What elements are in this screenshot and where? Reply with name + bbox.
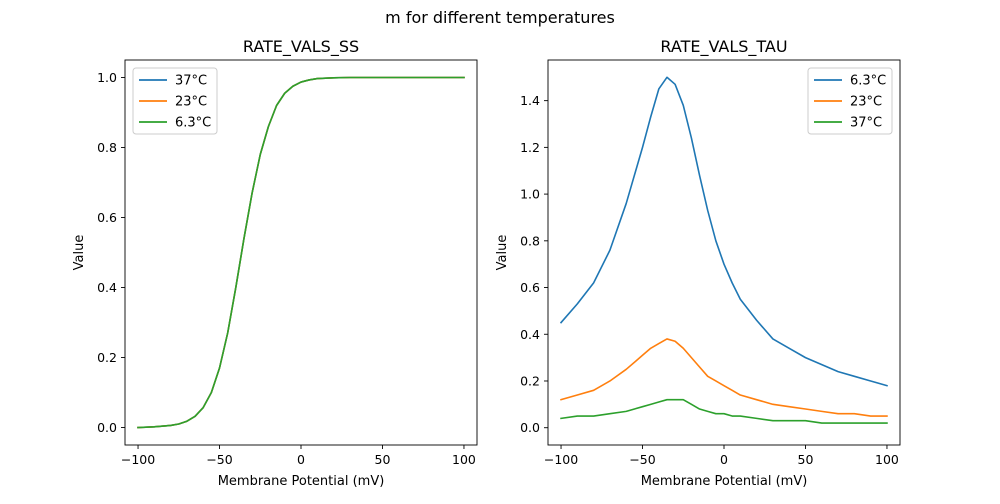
series-line-2 xyxy=(137,76,465,429)
y-tick-label: 0.2 xyxy=(97,350,117,365)
y-tick-label: 0.4 xyxy=(97,280,117,295)
legend-label-1: 23°C xyxy=(850,95,882,110)
y-axis-label: Value xyxy=(495,235,510,271)
x-tick-label: 50 xyxy=(798,452,814,467)
y-tick-label: 0.6 xyxy=(520,280,540,295)
series-line-1 xyxy=(560,338,888,417)
series-line-2 xyxy=(560,398,888,424)
x-tick-label: 50 xyxy=(375,452,391,467)
y-tick-label: 1.0 xyxy=(97,70,117,85)
y-tick-label: 0.8 xyxy=(520,233,540,248)
legend-label-2: 37°C xyxy=(850,116,882,131)
y-tick-label: 0.4 xyxy=(520,327,540,342)
x-axis-label: Membrane Potential (mV) xyxy=(218,474,385,489)
series-line-0 xyxy=(559,76,888,387)
legend: 6.3°C 23°C 37°C xyxy=(807,67,893,135)
x-axis-label: Membrane Potential (mV) xyxy=(641,474,808,489)
y-tick-label: 1.0 xyxy=(520,187,540,202)
panel-rate-vals-tau: RATE_VALS_TAU Membrane Potential (mV) Va… xyxy=(495,37,901,489)
x-tick-label: 0 xyxy=(720,452,728,467)
y-tick-label: 0.0 xyxy=(97,420,117,435)
legend-label-2: 6.3°C xyxy=(175,116,211,131)
x-tick-label: −100 xyxy=(121,452,155,467)
x-tick-label: 100 xyxy=(875,452,899,467)
legend-box xyxy=(132,67,218,135)
x-tick-label: 0 xyxy=(297,452,305,467)
panel-title: RATE_VALS_SS xyxy=(243,37,359,57)
panel-rate-vals-ss: RATE_VALS_SS Membrane Potential (mV) Val… xyxy=(72,37,478,489)
x-tick-label: −100 xyxy=(544,452,578,467)
y-tick-label: 0.8 xyxy=(97,140,117,155)
panel-title: RATE_VALS_TAU xyxy=(660,37,787,57)
x-tick-label: −50 xyxy=(206,452,232,467)
legend-label-0: 6.3°C xyxy=(850,74,886,89)
legend-label-0: 37°C xyxy=(175,74,207,89)
y-tick-label: 0.6 xyxy=(97,210,117,225)
y-tick-label: 0.0 xyxy=(520,420,540,435)
x-tick-label: 100 xyxy=(452,452,476,467)
y-tick-label: 1.4 xyxy=(520,93,540,108)
figure-suptitle: m for different temperatures xyxy=(385,8,615,27)
y-tick-label: 1.2 xyxy=(520,140,540,155)
y-tick-label: 0.2 xyxy=(520,373,540,388)
legend-box xyxy=(807,67,893,135)
legend-label-1: 23°C xyxy=(175,95,207,110)
x-tick-label: −50 xyxy=(629,452,655,467)
y-axis-label: Value xyxy=(72,235,87,271)
legend: 37°C 23°C 6.3°C xyxy=(132,67,218,135)
